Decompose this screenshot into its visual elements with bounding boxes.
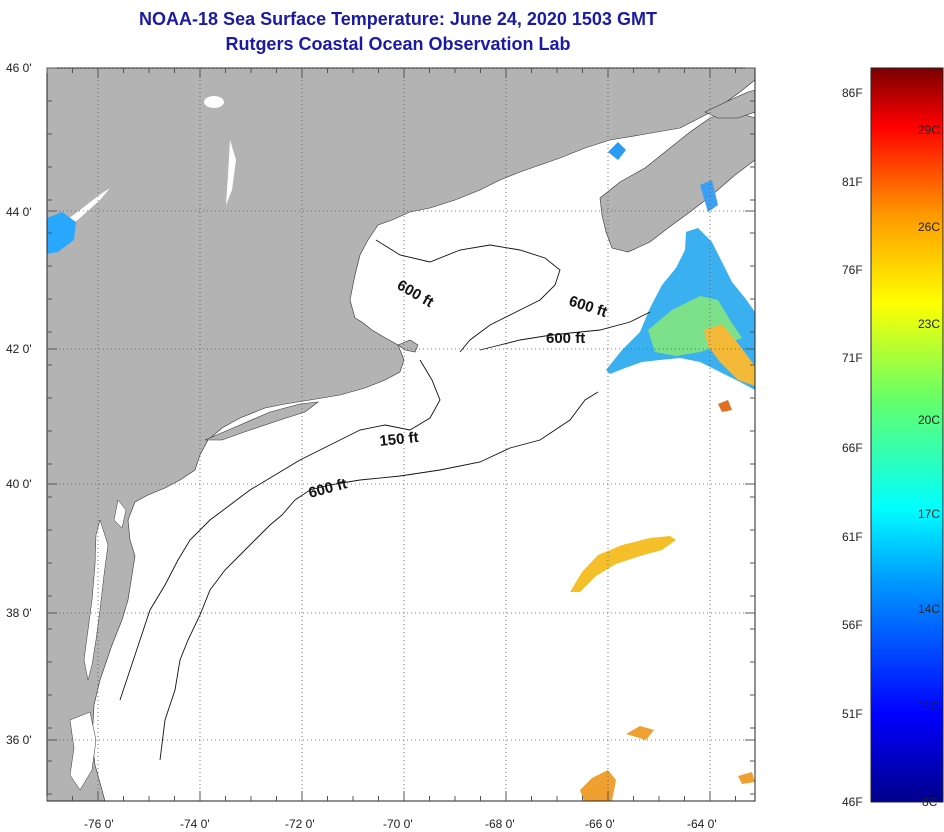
colorbar-c-label: 20C — [918, 413, 940, 427]
sst-patch-dot — [718, 400, 732, 412]
colorbar-c-label: 23C — [918, 317, 940, 331]
lat-label: 40 0' — [6, 477, 32, 491]
colorbar-c-label: 29C — [918, 123, 940, 137]
lat-label: 42 0' — [6, 342, 32, 356]
lon-label: -74 0' — [180, 817, 210, 831]
lat-label: 38 0' — [6, 606, 32, 620]
contour-600ft-georges — [479, 311, 651, 351]
contour-label: 150 ft — [379, 429, 420, 450]
sst-patch-south — [580, 770, 616, 801]
colorbar-f-label: 61F — [842, 530, 863, 544]
sst-patch-warm-eddy — [570, 536, 676, 592]
lat-label: 44 0' — [6, 205, 32, 219]
map-border — [46, 67, 756, 802]
sst-patch-northeast — [608, 142, 626, 160]
axis-ticks — [46, 67, 755, 801]
lake-champlain — [226, 140, 236, 205]
lon-label: -64 0' — [687, 817, 717, 831]
sst-patch-small — [738, 772, 755, 784]
colorbar-c-label: 17C — [918, 507, 940, 521]
colorbar-f-label: 81F — [842, 175, 863, 189]
sst-patch-east-edge — [700, 180, 718, 212]
map-subtitle: Rutgers Coastal Ocean Observation Lab — [225, 34, 571, 54]
land-mainland — [47, 68, 755, 801]
lon-label: -76 0' — [84, 817, 114, 831]
sst-patch-warm-core — [704, 324, 755, 386]
pamlico-sound — [69, 711, 97, 791]
land-long-island — [204, 401, 320, 441]
colorbar-c-label: 14C — [918, 602, 940, 616]
colorbar-c-label: 11C — [918, 699, 939, 713]
lake — [204, 96, 224, 108]
colorbar-f-label: 56F — [842, 618, 863, 632]
colorbar-f-label: 51F — [842, 707, 863, 721]
lon-label: -66 0' — [585, 817, 615, 831]
lon-label: -70 0' — [383, 817, 413, 831]
lon-label: -68 0' — [485, 817, 515, 831]
land-nova-scotia — [599, 111, 755, 253]
contour-label: 600 ft — [546, 330, 585, 347]
contour-150ft — [119, 359, 441, 701]
delaware-bay — [113, 499, 127, 529]
colorbar-f-label: 76F — [842, 263, 863, 277]
colorbar-f-label: 71F — [842, 351, 863, 365]
sst-patch-lake-ontario — [47, 212, 76, 254]
colorbar-f-label: 86F — [842, 86, 863, 100]
contour-600ft-shelf — [159, 391, 599, 761]
map-title: NOAA-18 Sea Surface Temperature: June 24… — [139, 9, 657, 29]
colorbar-c-label: 8C — [922, 795, 938, 809]
colorbar-f-label: 66F — [842, 441, 863, 455]
colorbar-f-label: 46F — [842, 795, 863, 809]
lat-label: 36 0' — [6, 733, 32, 747]
contour-600ft-gulf-maine — [375, 239, 561, 353]
land-cape-breton — [704, 89, 755, 119]
chesapeake-bay — [83, 519, 109, 681]
colorbar-c-label: 26C — [918, 220, 940, 234]
sst-patch-south-east — [626, 726, 654, 740]
map-content — [47, 68, 755, 801]
lat-label: 46 0' — [6, 61, 32, 75]
colorbar — [870, 67, 944, 803]
lon-label: -72 0' — [285, 817, 315, 831]
